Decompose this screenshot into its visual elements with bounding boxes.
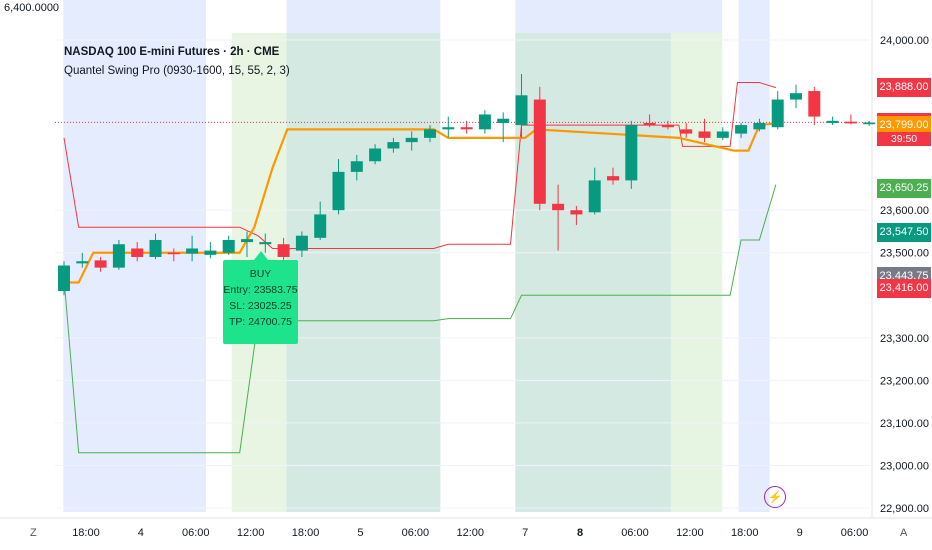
candle-body-38 (753, 122, 766, 130)
candle-body-2 (94, 260, 107, 268)
candle-body-16 (350, 161, 363, 172)
x-tick-label-8: 7 (522, 527, 528, 539)
candle-body-10 (241, 239, 253, 243)
stop-line (63, 82, 777, 249)
candle-body-31 (625, 125, 638, 181)
session-band-5 (738, 0, 770, 512)
y-tick-label-2: 23,500.00 (880, 248, 929, 260)
candle-body-35 (698, 131, 711, 138)
candle-body-24 (497, 118, 510, 123)
buy-entry: Entry: 23583.75 (223, 284, 298, 296)
price-badge-0: 23,888.00 (877, 78, 931, 98)
x-tick-label-3: 12:00 (237, 527, 265, 539)
y-tick-label-3: 23,300.00 (880, 333, 929, 345)
candle-body-6 (167, 252, 180, 255)
x-tick-label-2: 06:00 (182, 527, 210, 539)
candle-body-4 (131, 248, 144, 257)
x-tick-label-13: 9 (797, 527, 803, 539)
candle-body-11 (259, 242, 272, 245)
auto-scale-button[interactable]: A (900, 527, 908, 539)
candle-body-29 (588, 180, 601, 213)
candle-body-32 (643, 122, 656, 126)
x-tick-label-10: 06:00 (621, 527, 649, 539)
candle-body-19 (405, 137, 418, 143)
buy-signal-label: BUY Entry: 23583.75 SL: 23025.25 TP: 247… (223, 260, 298, 344)
indicator-legend[interactable]: Quantel Swing Pro (0930-1600, 15, 55, 2,… (64, 65, 290, 77)
y-tick-label-4: 23,200.00 (880, 375, 929, 387)
x-tick-label-9: 8 (577, 527, 583, 539)
candle-body-13 (295, 235, 308, 251)
price-badge-3: 23,650.25 (877, 179, 931, 199)
candle-body-5 (149, 239, 162, 257)
x-tick-label-1: 4 (138, 527, 144, 539)
candle-body-1 (76, 261, 89, 264)
buy-stop-loss: SL: 23025.25 (229, 300, 292, 312)
candle-body-8 (204, 250, 217, 255)
candle-body-41 (808, 91, 821, 117)
y-tick-label-7: 22,900.00 (880, 503, 929, 515)
x-tick-label-14: 06:00 (841, 527, 869, 539)
candle-body-9 (222, 239, 235, 253)
y-tick-label-0: 24,000.00 (880, 35, 929, 47)
x-tick-label-6: 06:00 (402, 527, 430, 539)
symbol-title[interactable]: NASDAQ 100 E-mini Futures · 2h · CME (64, 46, 280, 58)
y-tick-label-1: 23,600.00 (880, 205, 929, 217)
y-tick-label-6: 23,000.00 (880, 460, 929, 472)
candle-body-43 (844, 121, 857, 124)
buy-title: BUY (249, 268, 272, 280)
buy-take-profit: TP: 24700.75 (228, 316, 293, 328)
candle-body-7 (186, 248, 199, 254)
x-tick-label-7: 12:00 (456, 527, 484, 539)
candle-body-28 (570, 210, 583, 215)
session-band-4 (670, 33, 723, 512)
candle-body-3 (112, 244, 125, 268)
candle-body-30 (607, 176, 619, 181)
candle-body-34 (680, 129, 693, 134)
price-badge-2: 23,799.00 (877, 116, 931, 136)
candle-body-20 (424, 129, 436, 138)
candle-body-26 (533, 99, 546, 204)
candle-body-25 (515, 95, 528, 126)
candle-body-14 (314, 214, 327, 238)
x-tick-label-4: 18:00 (292, 527, 320, 539)
lightning-icon[interactable]: ⚡ (764, 486, 786, 508)
candle-body-27 (552, 203, 565, 211)
candle-body-22 (460, 127, 473, 130)
price-badge-6: 23,416.00 (877, 278, 931, 298)
candle-body-23 (478, 114, 491, 130)
candle-body-21 (442, 127, 455, 130)
candle-body-44 (863, 122, 876, 125)
timezone-button[interactable]: Z (30, 527, 37, 539)
session-band-2 (286, 33, 441, 512)
buy-arrow-icon (254, 251, 268, 260)
price-badge-4: 23,547.50 (877, 223, 931, 243)
candle-body-17 (369, 148, 382, 162)
candle-body-39 (771, 99, 784, 128)
candle-body-37 (735, 125, 748, 134)
candle-body-33 (661, 125, 674, 128)
x-tick-label-5: 5 (357, 527, 363, 539)
x-tick-label-0: 18:00 (72, 527, 100, 539)
candle-body-40 (790, 93, 802, 100)
top-left-scale-value: 6,400.0000 (4, 2, 60, 14)
candle-body-18 (387, 142, 400, 149)
candle-body-36 (716, 131, 729, 138)
x-tick-label-12: 18:00 (731, 527, 759, 539)
y-tick-label-5: 23,100.00 (880, 418, 929, 430)
bar-countdown: 39:50 (877, 131, 931, 146)
candle-body-15 (332, 171, 345, 211)
candle-body-42 (826, 120, 839, 123)
candle-body-12 (277, 244, 290, 257)
x-tick-label-11: 12:00 (676, 527, 704, 539)
candle-body-0 (58, 265, 70, 292)
take-profit-line (63, 184, 777, 454)
